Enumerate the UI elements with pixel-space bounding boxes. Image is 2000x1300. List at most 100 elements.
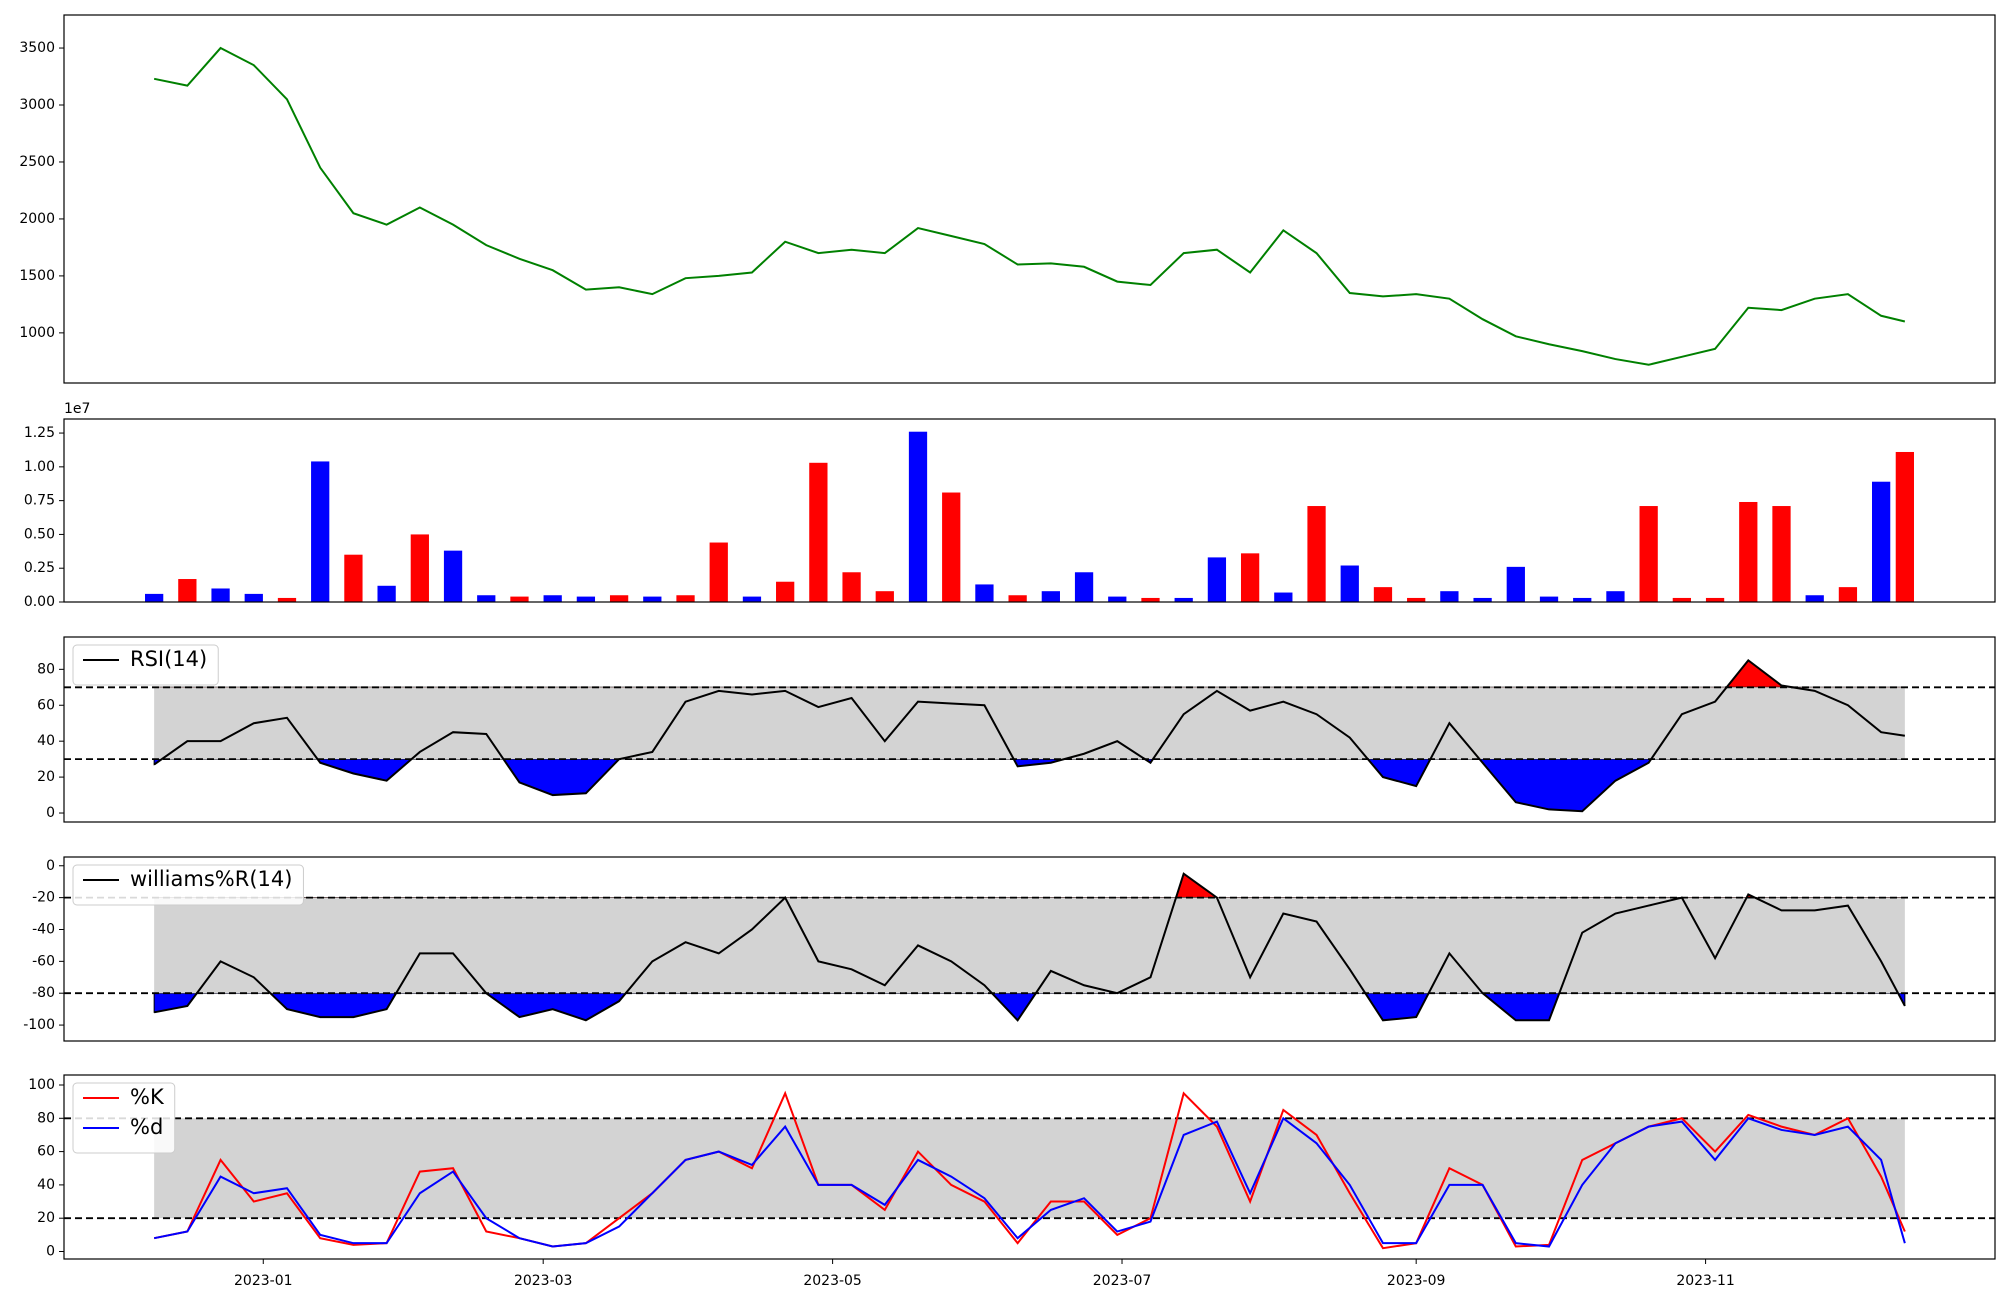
bar bbox=[1307, 506, 1326, 602]
y-tick-label: 0.75 bbox=[24, 493, 55, 509]
bar bbox=[1672, 597, 1691, 602]
bar bbox=[742, 596, 762, 602]
frame bbox=[63, 418, 1996, 603]
y-tick-label: -20 bbox=[32, 890, 55, 906]
bar bbox=[510, 596, 529, 602]
y-tick-label: -100 bbox=[23, 1017, 55, 1033]
y-tick-label: 1.25 bbox=[24, 425, 55, 441]
bar bbox=[1340, 565, 1359, 602]
bar bbox=[1705, 597, 1725, 602]
bar bbox=[1274, 592, 1293, 602]
legend-box bbox=[72, 644, 219, 686]
bar bbox=[1506, 566, 1525, 602]
fill-below bbox=[153, 993, 1906, 1022]
y-tick-label: 80 bbox=[37, 661, 55, 677]
bar bbox=[1074, 572, 1094, 602]
frame bbox=[63, 14, 1996, 384]
bar bbox=[277, 597, 297, 602]
x-tick-label: 2023-09 bbox=[1387, 1273, 1446, 1289]
y-tick-label: 1000 bbox=[19, 325, 55, 341]
legend: RSI(14) bbox=[72, 644, 219, 686]
bar bbox=[676, 595, 695, 602]
bar bbox=[244, 593, 263, 602]
bar bbox=[1108, 596, 1127, 602]
bar bbox=[1606, 591, 1625, 602]
bar bbox=[1008, 595, 1027, 602]
legend-label: %d bbox=[130, 1115, 163, 1139]
bar bbox=[344, 554, 363, 602]
series-line bbox=[153, 872, 1906, 1022]
band bbox=[154, 1118, 1905, 1219]
y-tick-label: 20 bbox=[37, 1210, 55, 1226]
y-tick-label: 80 bbox=[37, 1110, 55, 1126]
x-tick-label: 2023-03 bbox=[514, 1273, 573, 1289]
series-line bbox=[153, 658, 1905, 813]
y-tick-label: 20 bbox=[37, 769, 55, 785]
bar bbox=[443, 550, 463, 602]
y-tick-label: 0.00 bbox=[24, 594, 55, 610]
bar bbox=[1871, 481, 1891, 602]
bar bbox=[377, 585, 396, 602]
y-tick-label: 40 bbox=[37, 1177, 55, 1193]
bar bbox=[776, 581, 795, 602]
y-tick-label: 60 bbox=[37, 1144, 55, 1160]
y-tick-label: -40 bbox=[32, 921, 55, 937]
bar bbox=[1240, 553, 1260, 602]
y-tick-label: 1.00 bbox=[24, 459, 55, 475]
series-line bbox=[153, 1116, 1906, 1248]
y-tick-label: 2500 bbox=[19, 154, 55, 170]
legend-label: RSI(14) bbox=[130, 647, 207, 671]
y-tick-label: 0 bbox=[46, 1244, 55, 1260]
band bbox=[154, 897, 1905, 994]
bar bbox=[1895, 451, 1914, 602]
bar bbox=[942, 492, 961, 602]
y-tick-label: 1500 bbox=[19, 268, 55, 284]
bar bbox=[311, 461, 330, 602]
y-tick-label: 100 bbox=[28, 1077, 55, 1093]
bar bbox=[709, 542, 728, 602]
bar bbox=[1041, 591, 1060, 602]
x-tick-label: 2023-05 bbox=[803, 1273, 862, 1289]
bar bbox=[1573, 597, 1592, 602]
x-tick-label: 2023-07 bbox=[1093, 1273, 1152, 1289]
bar bbox=[1539, 596, 1559, 602]
y-tick-label: 0.25 bbox=[24, 560, 55, 576]
series-line bbox=[153, 46, 1906, 366]
bar bbox=[975, 584, 994, 602]
y-offset-label: 1e7 bbox=[64, 401, 90, 417]
frame bbox=[63, 856, 1996, 1042]
bar bbox=[1373, 587, 1393, 602]
bar bbox=[1473, 597, 1492, 602]
y-tick-label: -80 bbox=[32, 985, 55, 1001]
bar bbox=[609, 595, 629, 602]
bar bbox=[576, 596, 596, 602]
y-tick-label: 2000 bbox=[19, 211, 55, 227]
legend-label: %K bbox=[130, 1085, 165, 1109]
bar bbox=[908, 431, 928, 602]
bar bbox=[1141, 597, 1160, 602]
legend-box bbox=[72, 864, 304, 906]
legend: %K %d bbox=[72, 1082, 176, 1154]
bar bbox=[211, 588, 230, 602]
legend-label: williams%R(14) bbox=[130, 867, 292, 891]
bar bbox=[178, 579, 197, 602]
bar bbox=[1772, 506, 1791, 602]
bar bbox=[1407, 597, 1426, 602]
bar bbox=[410, 534, 429, 602]
bar bbox=[1639, 506, 1658, 602]
bar bbox=[145, 593, 164, 602]
band bbox=[154, 687, 1905, 760]
y-tick-label: 0 bbox=[46, 805, 55, 821]
bar bbox=[477, 595, 496, 602]
y-tick-label: -60 bbox=[32, 953, 55, 969]
bar bbox=[643, 596, 662, 602]
frame bbox=[63, 636, 1996, 823]
legend-box bbox=[72, 1082, 176, 1154]
legend: williams%R(14) bbox=[72, 864, 304, 906]
y-tick-label: 40 bbox=[37, 733, 55, 749]
bar bbox=[1805, 595, 1824, 602]
y-tick-label: 3500 bbox=[19, 40, 55, 56]
bar bbox=[1174, 597, 1193, 602]
bar bbox=[1838, 587, 1858, 602]
